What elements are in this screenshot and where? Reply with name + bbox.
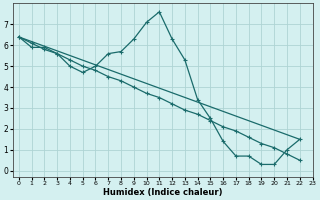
X-axis label: Humidex (Indice chaleur): Humidex (Indice chaleur)	[103, 188, 222, 197]
